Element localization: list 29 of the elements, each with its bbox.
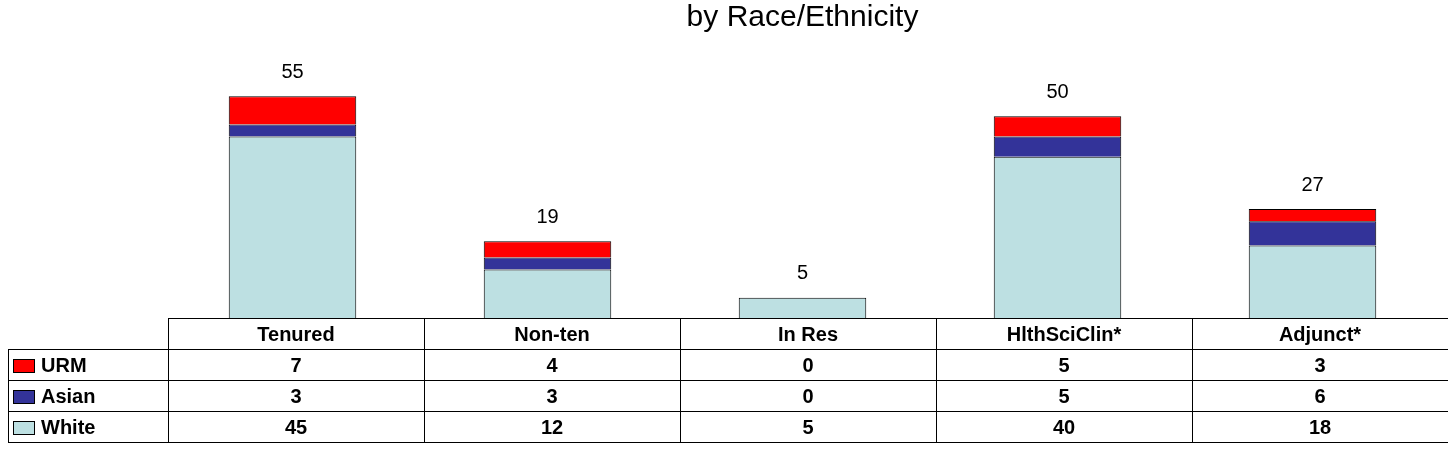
x-tick-label: Tenured: [168, 318, 424, 350]
legend-label: URM: [41, 353, 87, 376]
data-label: 5: [936, 349, 1192, 381]
data-label: 4: [424, 349, 680, 381]
total-label: 50: [1046, 79, 1069, 102]
x-tick-label: In Res: [680, 318, 936, 350]
x-tick-label: Non-ten: [424, 318, 680, 350]
data-label: 45: [168, 411, 424, 443]
total-label: 55: [281, 59, 304, 82]
total-label: 19: [536, 204, 559, 227]
data-label: 40: [936, 411, 1192, 443]
data-label: 3: [424, 380, 680, 412]
data-label: 0: [680, 380, 936, 412]
chart-title: by Race/Ethnicity: [686, 0, 919, 33]
data-label: 18: [1192, 411, 1448, 443]
total-label: 27: [1301, 172, 1324, 195]
data-label: 5: [936, 380, 1192, 412]
total-label: 5: [796, 261, 809, 284]
data-label: 7: [168, 349, 424, 381]
legend-label: White: [41, 415, 96, 438]
data-label: 3: [168, 380, 424, 412]
data-label: 0: [680, 349, 936, 381]
data-label: 5: [680, 411, 936, 443]
data-label: 3: [1192, 349, 1448, 381]
data-label: 6: [1192, 380, 1448, 412]
data-label: 12: [424, 411, 680, 443]
x-tick-label: Adjunct*: [1192, 318, 1448, 350]
legend-label: Asian: [41, 384, 96, 407]
x-tick-label: HlthSciClin*: [936, 318, 1192, 350]
